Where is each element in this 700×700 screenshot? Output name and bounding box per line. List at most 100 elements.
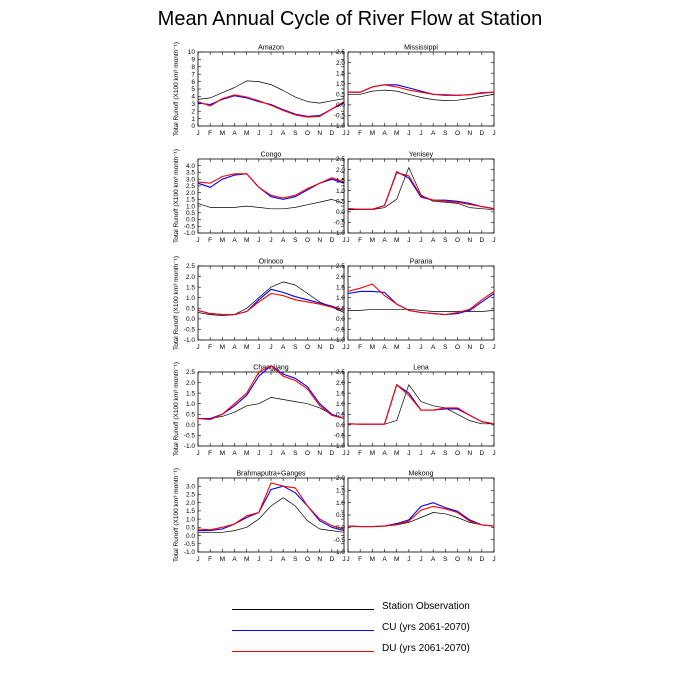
panel-brahmaputra-ganges: Brahmaputra+Ganges-1.0-0.50.00.51.01.52.… — [173, 468, 346, 563]
x-tick-label: D — [329, 556, 334, 563]
x-tick-label: A — [232, 556, 237, 563]
y-tick-label: 2.5 — [186, 183, 195, 190]
series-line-du — [347, 384, 495, 425]
y-tick-label: 2.5 — [336, 156, 345, 163]
y-tick-label: 3 — [191, 101, 195, 108]
x-tick-label: J — [257, 237, 260, 244]
y-axis-label: Total Runoff (X100 km³ month⁻¹) — [173, 149, 180, 243]
legend-label-cu: CU (yrs 2061-2070) — [382, 622, 470, 633]
y-tick-label: 0.5 — [186, 305, 195, 312]
x-tick-label: A — [431, 344, 436, 351]
x-tick-label: J — [419, 556, 422, 563]
x-tick-label: J — [492, 237, 495, 244]
y-tick-label: 2 — [191, 108, 195, 115]
x-tick-label: J — [419, 237, 422, 244]
x-tick-label: N — [467, 344, 472, 351]
y-tick-label: 3.5 — [186, 170, 195, 177]
y-tick-label: 2.0 — [336, 60, 345, 67]
x-tick-label: M — [220, 130, 225, 137]
x-tick-label: A — [431, 556, 436, 563]
x-tick-label: F — [358, 450, 362, 457]
series-line-station — [197, 199, 345, 210]
legend: Station Observation CU (yrs 2061-2070) D… — [232, 600, 532, 663]
panel-frame — [197, 158, 345, 234]
y-tick-label: -1.0 — [184, 230, 196, 237]
x-tick-label: A — [382, 130, 387, 137]
x-tick-label: M — [370, 237, 375, 244]
x-tick-label: N — [467, 237, 472, 244]
y-tick-label: 1 — [191, 116, 195, 123]
x-tick-label: O — [455, 130, 460, 137]
y-tick-label: -0.5 — [334, 113, 346, 120]
x-tick-label: S — [293, 237, 298, 244]
series-line-station — [197, 281, 345, 317]
x-tick-label: J — [346, 344, 349, 351]
panel-congo: Congo-1.0-0.50.00.51.01.52.02.53.03.54.0… — [173, 149, 346, 244]
legend-item-du: DU (yrs 2061-2070) — [232, 642, 532, 663]
x-tick-label: F — [358, 237, 362, 244]
x-tick-label: F — [208, 450, 212, 457]
series-line-du — [347, 283, 495, 316]
x-tick-label: D — [479, 130, 484, 137]
series-line-du — [347, 172, 495, 210]
y-tick-label: 1.0 — [336, 295, 345, 302]
series-line-du — [197, 292, 345, 316]
y-tick-label: -0.5 — [184, 433, 196, 440]
x-tick-label: F — [358, 556, 362, 563]
panel-parana: Parana-1.0-0.50.00.51.01.52.02.5J F M A M J J A… — [334, 259, 496, 352]
x-tick-label: J — [269, 237, 272, 244]
x-tick-label: J — [346, 130, 349, 137]
y-tick-label: -0.5 — [184, 541, 196, 548]
x-tick-label: A — [281, 237, 286, 244]
y-tick-label: 0.0 — [186, 217, 195, 224]
x-tick-label: J — [492, 130, 495, 137]
x-tick-label: S — [293, 130, 298, 137]
x-tick-label: O — [455, 556, 460, 563]
x-tick-label: S — [293, 344, 298, 351]
y-tick-label: 0.0 — [186, 316, 195, 323]
x-tick-label: M — [244, 556, 249, 563]
x-tick-label: A — [382, 344, 387, 351]
x-tick-label: J — [419, 450, 422, 457]
panel-changjiang: Changjiang-1.0-0.50.00.51.01.52.02.5J F M A… — [173, 362, 346, 457]
x-tick-label: N — [317, 130, 322, 137]
series-line-du — [348, 84, 495, 96]
legend-item-cu: CU (yrs 2061-2070) — [232, 621, 532, 642]
y-tick-label: 2.0 — [186, 190, 195, 197]
y-tick-label: 1.5 — [336, 390, 345, 397]
y-tick-label: 2.5 — [186, 369, 195, 376]
x-tick-label: M — [370, 130, 375, 137]
panel-title: Parana — [410, 259, 433, 266]
x-tick-label: J — [257, 130, 260, 137]
x-tick-label: D — [329, 237, 334, 244]
x-tick-label: J — [492, 450, 495, 457]
y-tick-label: 1.5 — [336, 488, 345, 495]
x-tick-label: D — [479, 450, 484, 457]
x-tick-label: J — [342, 450, 345, 457]
legend-swatch-du — [232, 651, 374, 652]
y-tick-label: 1.0 — [186, 295, 195, 302]
series-line-station — [198, 497, 345, 533]
x-tick-label: F — [208, 556, 212, 563]
y-tick-label: 2.0 — [186, 500, 195, 507]
series-line-station — [197, 80, 345, 104]
panel-title: Congo — [261, 152, 282, 159]
series-line-du — [197, 94, 345, 118]
x-tick-label: J — [492, 344, 495, 351]
panel-title: Mekong — [409, 471, 434, 478]
x-tick-label: J — [407, 450, 410, 457]
x-tick-label: J — [342, 237, 345, 244]
x-tick-label: J — [407, 556, 410, 563]
x-tick-label: F — [358, 344, 362, 351]
y-tick-label: 2.5 — [336, 49, 345, 56]
y-tick-label: 0.0 — [186, 533, 195, 540]
y-tick-label: 0.0 — [336, 525, 345, 532]
x-tick-label: J — [419, 130, 422, 137]
x-tick-label: N — [317, 344, 322, 351]
y-tick-label: 2.5 — [186, 263, 195, 270]
x-tick-label: J — [419, 344, 422, 351]
y-tick-label: -1.0 — [184, 443, 196, 450]
y-axis-label: Total Runoff (X100 km³ month⁻¹) — [173, 256, 180, 350]
y-tick-label: 0.0 — [336, 316, 345, 323]
x-tick-label: S — [443, 344, 448, 351]
